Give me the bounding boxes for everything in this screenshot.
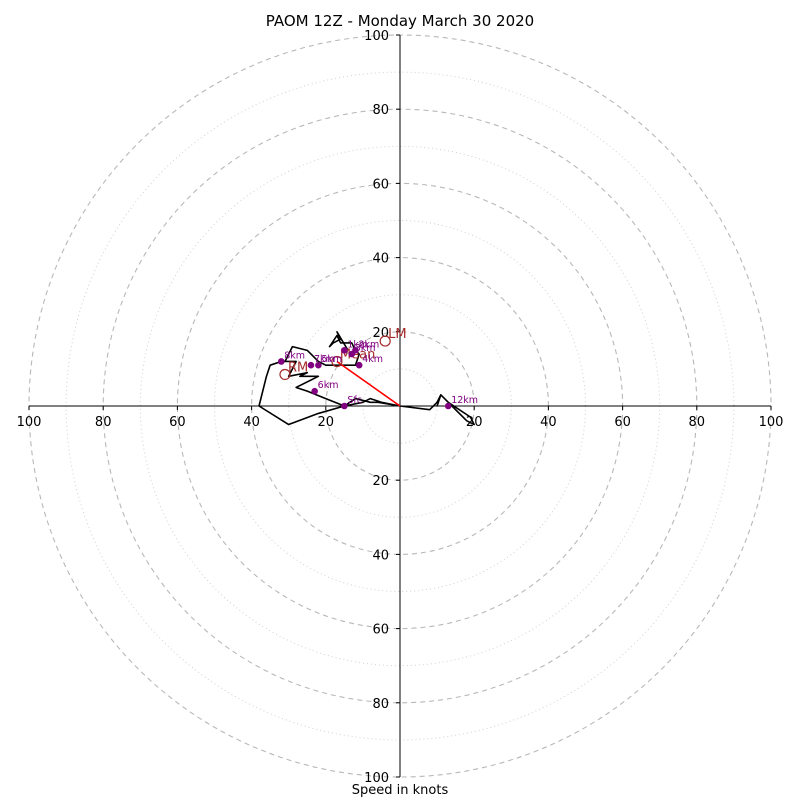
height-label-8km: 8km (284, 350, 305, 361)
storm-motion-label-rm: RM (288, 360, 308, 375)
storm-motion-marker-mean (331, 355, 343, 368)
tick-label-top-100: 100 (364, 29, 389, 44)
height-label-2km: 2km (358, 339, 379, 350)
height-marker-12km (444, 402, 452, 410)
x-axis-label: Speed in knots (351, 783, 449, 798)
tick-label-left-80: 80 (95, 415, 112, 430)
tick-label-bottom-60: 60 (372, 623, 389, 638)
tick-label-right-60: 60 (614, 415, 631, 430)
height-label-sfc: Sfc (347, 395, 362, 406)
height-marker-4km (355, 361, 363, 369)
tick-label-right-40: 40 (540, 415, 557, 430)
tick-label-right-20: 20 (466, 415, 483, 430)
tick-label-left-100: 100 (17, 415, 42, 430)
chart-title: PAOM 12Z - Monday March 30 2020 (265, 12, 535, 30)
storm-motion-marker-lm (379, 335, 391, 347)
height-marker-8km (277, 358, 285, 365)
height-label-6km: 6km (318, 380, 339, 391)
hodograph-line-upper (284, 330, 360, 366)
tick-label-top-60: 60 (372, 177, 389, 192)
height-label-5km: 5km (321, 354, 342, 365)
height-marker-3km (348, 350, 356, 358)
height-marker-5km (315, 361, 322, 369)
height-marker-6km (311, 387, 318, 395)
tick-label-left-60: 60 (169, 415, 186, 430)
height-marker-1km (341, 347, 348, 354)
height-label-12km: 12km (451, 395, 478, 406)
storm-motion-marker-rm (279, 368, 291, 381)
hodograph-trace (258, 330, 476, 426)
storm-motion-label-mean: Mean (340, 347, 375, 362)
storm-motions: LM RM Mean (279, 327, 407, 381)
tick-label-bottom-100: 100 (364, 771, 389, 786)
height-marker-7km (307, 361, 315, 369)
hodograph-line (258, 360, 476, 426)
tick-label-right-100: 100 (759, 415, 784, 430)
tick-label-bottom-80: 80 (372, 697, 389, 712)
tick-label-right-80: 80 (689, 415, 706, 430)
shear-vector (336, 360, 401, 407)
height-label-1km: 1km (347, 339, 368, 350)
tick-label-left-20: 20 (318, 415, 335, 430)
axis-ticks (28, 34, 772, 778)
tick-label-top-80: 80 (372, 103, 389, 118)
height-marker-sfc (341, 402, 348, 410)
height-label-3km: 3km (355, 343, 376, 354)
shear-vector-line (336, 360, 401, 407)
tick-label-left-40: 40 (243, 415, 260, 430)
tick-label-bottom-20: 20 (372, 474, 389, 489)
height-label-4km: 4km (362, 354, 383, 365)
height-label-7km: 7km (314, 354, 335, 365)
storm-motion-label-lm: LM (388, 327, 406, 342)
axis-tick-labels: 20 20 20 20 40 40 40 40 60 60 60 60 80 80 80 80 100 100 10… (17, 29, 784, 786)
tick-label-bottom-40: 40 (372, 548, 389, 563)
tick-label-top-40: 40 (372, 252, 389, 267)
tick-label-top-20: 20 (372, 326, 389, 341)
